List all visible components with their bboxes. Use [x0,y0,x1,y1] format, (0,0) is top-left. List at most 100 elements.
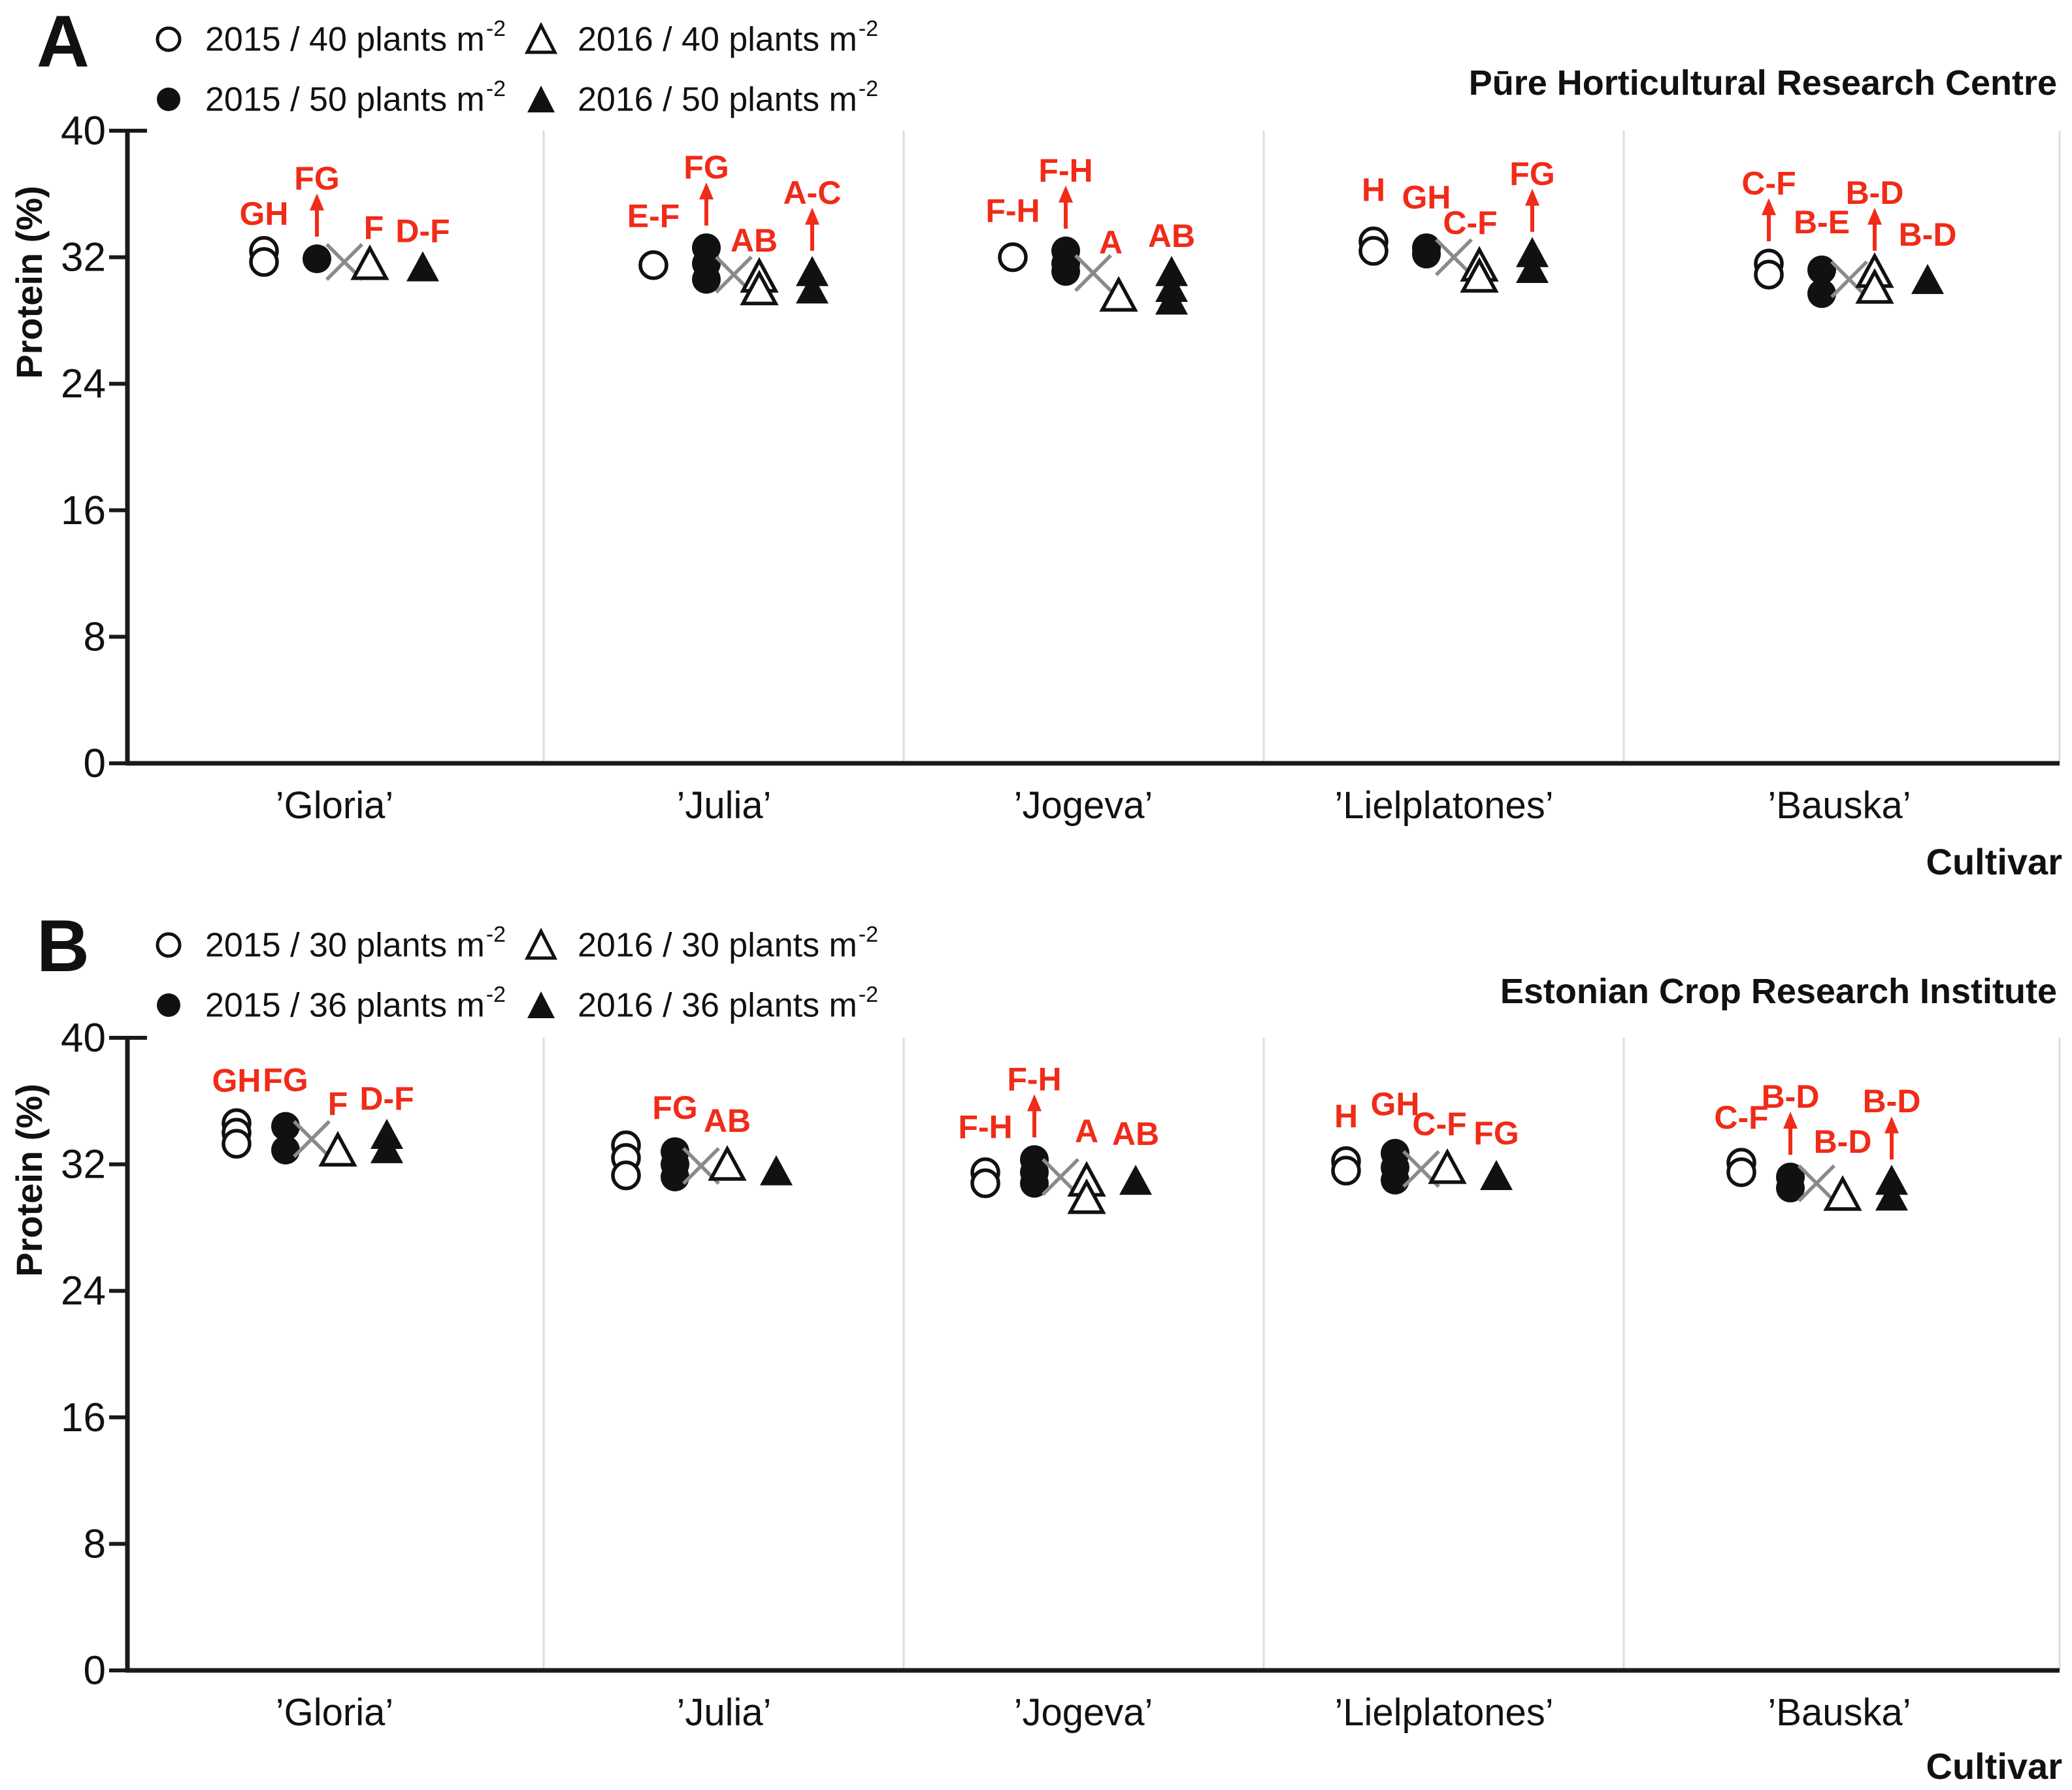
marker-open-circle [970,1168,1000,1199]
significance-label: FG [294,160,339,197]
significance-label: GH [1371,1086,1420,1123]
legend-item: 2015 / 50 plants m-2 [150,76,523,119]
category-label: ’Lielplatones’ [1334,1691,1553,1734]
significance-label: H [1334,1098,1358,1135]
marker-open-triangle [1855,268,1894,304]
significance-label: GH [1402,179,1451,216]
legend-label: 2016 / 40 plants m-2 [578,16,879,59]
marker-open-circle [222,1129,252,1159]
legend-label: 2015 / 50 plants m-2 [205,76,506,119]
marker-open-triangle [740,269,779,306]
y-axis-title: Protein (%) [8,186,50,379]
significance-label: FG [263,1062,308,1099]
marker-filled-circle [271,1112,300,1141]
legend-label-superscript: -2 [858,76,879,102]
panel-b-letter: B [37,905,90,987]
marker-open-circle [611,1160,641,1191]
significance-arrowhead [1525,188,1539,206]
marker-open-circle [1358,236,1389,266]
marker-mean-cross [1074,254,1112,292]
marker-filled-circle [1412,239,1441,269]
marker-filled-circle [271,1135,300,1165]
category-label: ’Gloria’ [276,1691,394,1734]
legend-item: 2015 / 36 plants m-2 [150,982,523,1025]
marker-mean-cross [1798,1164,1835,1202]
category-label: ’Julia’ [676,784,771,827]
significance-label: AB [731,222,778,259]
legend-filled-circle-icon [157,993,180,1017]
significance-label: GH [240,195,289,232]
marker-open-circle [249,247,279,277]
marker-mean-cross [1830,260,1868,299]
legend-marker [523,22,562,56]
legend-panel-b: 2015 / 30 plants m-2 2016 / 30 plants m-2… [150,915,878,1035]
marker-open-circle [1754,259,1784,290]
marker-filled-triangle [1155,284,1188,315]
legend-item: 2016 / 30 plants m-2 [523,922,879,965]
y-tick-label: 40 [61,1016,106,1061]
marker-filled-triangle [370,1133,403,1163]
category-label: ’Bauska’ [1768,1691,1911,1734]
significance-label: A [1099,224,1123,261]
marker-filled-triangle [406,251,439,282]
marker-open-triangle [1099,276,1138,312]
significance-label: B-D [1814,1123,1872,1160]
marker-filled-triangle [1155,256,1188,286]
legend-label-superscript: -2 [858,922,879,948]
marker-open-triangle [1823,1175,1862,1211]
significance-label: B-D [1846,174,1904,211]
x-axis-title: Cultivar [1926,1746,2063,1787]
category-label: ’Jogeva’ [1014,1691,1153,1734]
legend-item: 2015 / 40 plants m-2 [150,16,523,59]
significance-label: C-F [1714,1099,1768,1136]
significance-label: A [1075,1113,1098,1150]
marker-open-circle [1726,1157,1756,1187]
significance-label: C-F [1741,165,1796,201]
significance-label: AB [1112,1116,1159,1152]
legend-panel-a: 2015 / 40 plants m-2 2016 / 40 plants m-2… [150,9,878,129]
legend-label-superscript: -2 [858,16,879,42]
significance-label: AB [1148,218,1195,254]
category-label: ’Julia’ [676,1691,771,1734]
legend-label: 2016 / 36 plants m-2 [578,982,879,1025]
marker-filled-circle [692,265,721,294]
marker-filled-circle [1051,257,1080,286]
significance-arrowhead [699,182,714,200]
legend-label: 2015 / 36 plants m-2 [205,982,506,1025]
marker-open-triangle [1067,1178,1106,1214]
marker-filled-triangle [760,1155,793,1185]
marker-filled-triangle [1516,252,1549,283]
significance-arrowhead [1027,1094,1042,1112]
marker-filled-triangle [1875,1180,1908,1211]
marker-open-triangle [1428,1148,1467,1184]
x-axis-title: Cultivar [1926,841,2063,882]
legend-marker [150,82,189,116]
significance-arrowhead [310,193,324,211]
legend-filled-triangle-icon [527,991,555,1018]
legend-marker [523,927,562,962]
legend-label: 2015 / 40 plants m-2 [205,16,506,59]
marker-mean-cross [1435,238,1473,276]
significance-label: E-F [627,198,680,235]
y-tick-label: 0 [84,741,106,786]
marker-open-triangle [708,1145,747,1181]
marker-filled-circle [1020,1168,1049,1198]
significance-label: B-D [1863,1083,1921,1119]
significance-label: D-F [395,213,450,250]
legend-marker [523,82,562,116]
significance-label: D-F [359,1080,414,1117]
significance-label: GH [212,1063,261,1099]
category-label: ’Lielplatones’ [1334,784,1553,827]
legend-label: 2015 / 30 plants m-2 [205,922,506,965]
marker-mean-cross [293,1119,331,1158]
y-tick-label: 40 [61,108,106,154]
legend-marker [150,22,189,56]
marker-filled-triangle [1119,1165,1152,1195]
legend-label-superscript: -2 [858,982,879,1008]
significance-label: H [1362,171,1385,208]
legend-label: 2016 / 50 plants m-2 [578,76,879,119]
legend-item: 2016 / 50 plants m-2 [523,76,879,119]
marker-filled-triangle [1911,263,1944,294]
